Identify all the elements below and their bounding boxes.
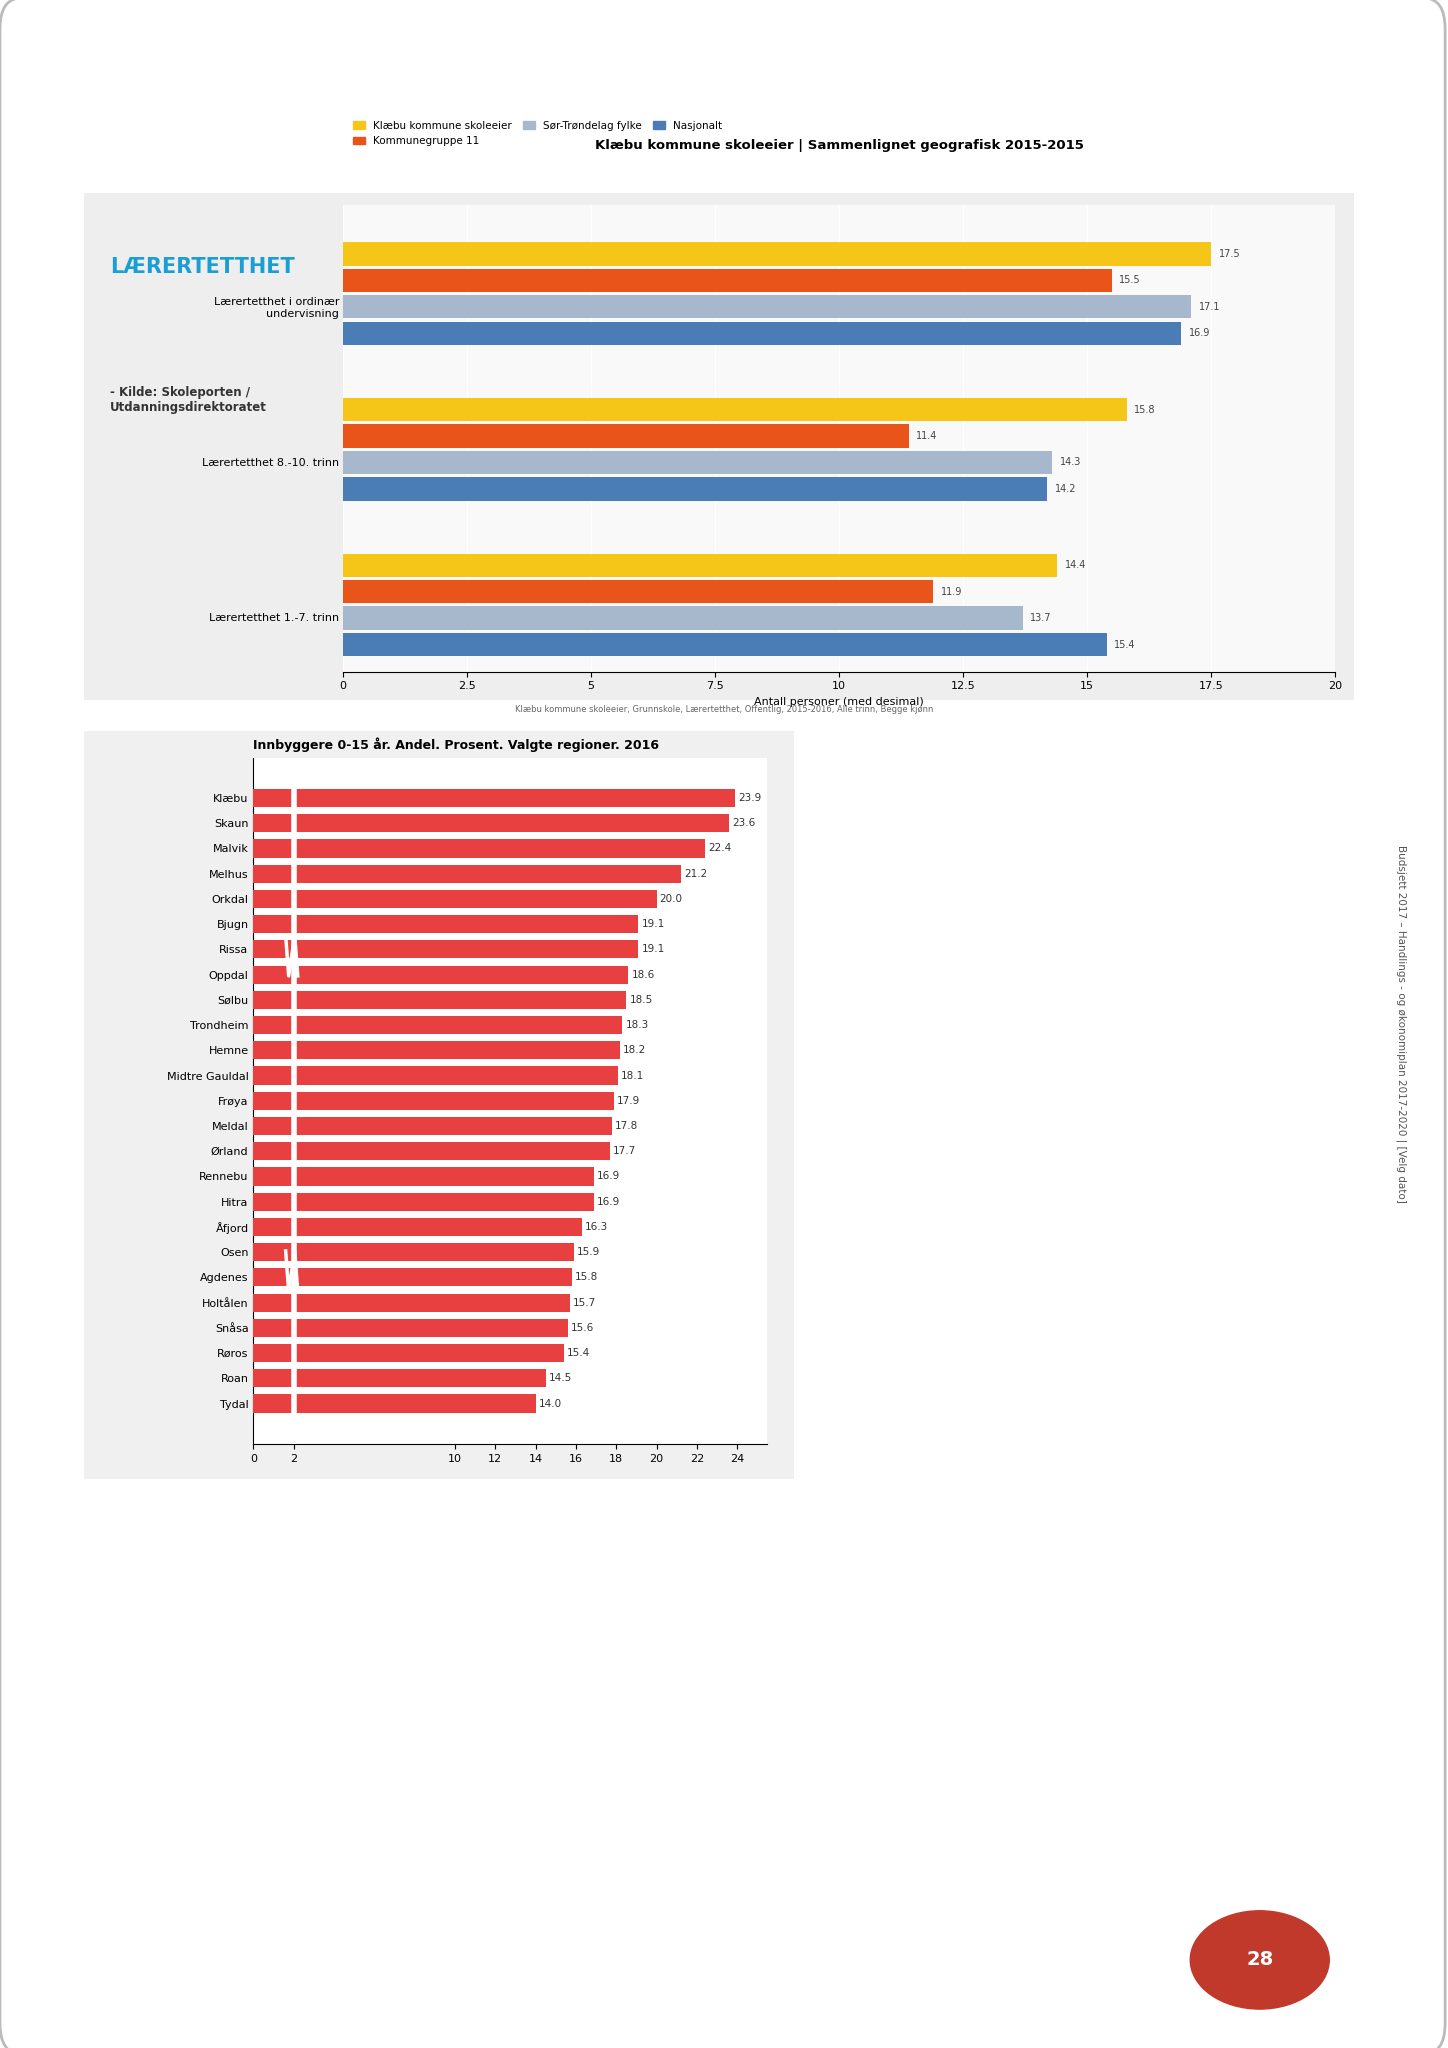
Text: •  KLÆBU MER EFFEKTIVE IFHT.
TIMER OG RESULTATER
SAMMENHOLDT MED RESSURSER: • KLÆBU MER EFFEKTIVE IFHT. TIMER OG RES… bbox=[850, 1683, 1057, 1718]
Bar bbox=[253, 965, 628, 983]
Bar bbox=[343, 295, 1192, 317]
Text: 11.4: 11.4 bbox=[917, 430, 937, 440]
Bar bbox=[253, 891, 656, 907]
Bar bbox=[253, 915, 639, 934]
Text: 14.0: 14.0 bbox=[539, 1399, 562, 1409]
Text: 17.5: 17.5 bbox=[1219, 250, 1239, 258]
Bar bbox=[253, 1040, 620, 1059]
Text: 16.3: 16.3 bbox=[585, 1223, 608, 1233]
Bar bbox=[253, 1092, 614, 1110]
Text: 23.6: 23.6 bbox=[733, 819, 756, 827]
Text: 18.6: 18.6 bbox=[631, 969, 654, 979]
Text: •  BARNEHAGE OG SKOLE KOSTER
MER FOR KLÆBU, MÅLT I % AV
INNTEKT, ENN KOMMUNEGRUP: • BARNEHAGE OG SKOLE KOSTER MER FOR KLÆB… bbox=[850, 842, 1060, 893]
Text: 17.8: 17.8 bbox=[615, 1120, 639, 1130]
Text: 18.3: 18.3 bbox=[626, 1020, 649, 1030]
Text: 17.7: 17.7 bbox=[613, 1147, 637, 1157]
Text: 23.9: 23.9 bbox=[738, 793, 762, 803]
Bar bbox=[343, 477, 1047, 500]
Bar bbox=[343, 633, 1106, 655]
Text: 15.4: 15.4 bbox=[1115, 639, 1135, 649]
Bar bbox=[253, 991, 627, 1010]
Text: 15.9: 15.9 bbox=[576, 1247, 599, 1257]
Bar bbox=[253, 1395, 536, 1413]
Text: 19.1: 19.1 bbox=[641, 944, 665, 954]
Text: - Kilde: Skoleporten /
Utdanningsdirektoratet: - Kilde: Skoleporten / Utdanningsdirekto… bbox=[110, 387, 266, 414]
Bar bbox=[253, 815, 730, 831]
Bar bbox=[343, 242, 1211, 266]
Bar bbox=[253, 788, 736, 807]
Text: 28: 28 bbox=[1247, 1950, 1273, 1970]
Bar bbox=[253, 840, 705, 858]
Bar bbox=[253, 864, 681, 883]
Bar bbox=[253, 1343, 563, 1362]
Bar bbox=[253, 1219, 582, 1237]
Text: 15.4: 15.4 bbox=[566, 1348, 591, 1358]
Bar bbox=[343, 322, 1182, 344]
X-axis label: Antall personer (med desimal): Antall personer (med desimal) bbox=[754, 696, 924, 707]
Bar bbox=[253, 1167, 594, 1186]
Bar bbox=[253, 940, 639, 958]
Text: 15.5: 15.5 bbox=[1119, 274, 1141, 285]
Text: 15.7: 15.7 bbox=[573, 1298, 597, 1307]
Text: •  ANDEL BARN I KLÆBU, 0 – 15ÅR, ER
SVÆRT HØY, HØYEST I FYLKET OG
6.PLASS I LAND: • ANDEL BARN I KLÆBU, 0 – 15ÅR, ER SVÆRT… bbox=[850, 1176, 1087, 1212]
Text: 16.9: 16.9 bbox=[597, 1171, 620, 1182]
Bar bbox=[253, 1268, 572, 1286]
Text: Budsjett 2017 – Handlings - og økonomiplan 2017-2020 | [Velg dato]: Budsjett 2017 – Handlings - og økonomipl… bbox=[1396, 846, 1407, 1202]
Bar bbox=[343, 397, 1127, 422]
Text: 18.5: 18.5 bbox=[630, 995, 653, 1006]
Text: 21.2: 21.2 bbox=[683, 868, 707, 879]
Bar bbox=[253, 1294, 571, 1311]
Bar bbox=[343, 606, 1022, 629]
Text: 17.1: 17.1 bbox=[1199, 301, 1221, 311]
Text: 14.2: 14.2 bbox=[1054, 483, 1076, 494]
Text: 14.5: 14.5 bbox=[549, 1374, 572, 1382]
Text: 11.9: 11.9 bbox=[941, 586, 961, 596]
Text: LÆRERTETTHET: LÆRERTETTHET bbox=[110, 256, 295, 276]
Bar bbox=[343, 451, 1053, 473]
Text: 17.9: 17.9 bbox=[617, 1096, 640, 1106]
Bar bbox=[343, 424, 908, 449]
Text: 13.7: 13.7 bbox=[1030, 612, 1051, 623]
Text: 20.0: 20.0 bbox=[660, 895, 682, 903]
Bar bbox=[343, 553, 1057, 578]
Text: Innbyggere 0-15 år. Andel. Prosent. Valgte regioner. 2016: Innbyggere 0-15 år. Andel. Prosent. Valg… bbox=[253, 737, 659, 752]
Text: 19.1: 19.1 bbox=[641, 920, 665, 930]
Bar bbox=[253, 1243, 573, 1262]
Text: •  ANSATTE TETTHET I BHG OG
SKOLE ER BETYDELIG LAVERE ENN
KOMMUNEGRUPPE OG TRDH.: • ANSATTE TETTHET I BHG OG SKOLE ER BETY… bbox=[850, 1430, 1063, 1464]
Bar bbox=[253, 1370, 546, 1386]
Text: 16.9: 16.9 bbox=[1189, 328, 1211, 338]
FancyBboxPatch shape bbox=[84, 731, 794, 1479]
Bar bbox=[253, 1319, 568, 1337]
FancyBboxPatch shape bbox=[84, 193, 1354, 700]
Bar bbox=[343, 580, 934, 604]
Legend: Klæbu kommune skoleeier, Kommunegruppe 11, Sør-Trøndelag fylke, Nasjonalt: Klæbu kommune skoleeier, Kommunegruppe 1… bbox=[349, 117, 727, 150]
Text: 14.4: 14.4 bbox=[1064, 561, 1086, 569]
Bar bbox=[253, 1116, 613, 1135]
Bar bbox=[253, 1143, 610, 1161]
Bar bbox=[253, 1067, 618, 1085]
Text: Klæbu kommune skoleeier, Grunnskole, Lærertetthet, Offentlig, 2015-2016, Alle tr: Klæbu kommune skoleeier, Grunnskole, Lær… bbox=[515, 705, 933, 713]
Text: 15.8: 15.8 bbox=[575, 1272, 598, 1282]
Text: 15.6: 15.6 bbox=[571, 1323, 594, 1333]
Bar bbox=[343, 268, 1112, 293]
Text: 16.9: 16.9 bbox=[597, 1196, 620, 1206]
Bar bbox=[253, 1016, 623, 1034]
Bar bbox=[253, 1192, 594, 1210]
Text: 18.2: 18.2 bbox=[623, 1044, 647, 1055]
Text: 15.8: 15.8 bbox=[1134, 406, 1156, 414]
Text: 18.1: 18.1 bbox=[621, 1071, 644, 1081]
Text: 22.4: 22.4 bbox=[708, 844, 731, 854]
Text: 14.3: 14.3 bbox=[1060, 457, 1082, 467]
Circle shape bbox=[1190, 1911, 1329, 2009]
Title: Klæbu kommune skoleeier | Sammenlignet geografisk 2015-2015: Klæbu kommune skoleeier | Sammenlignet g… bbox=[595, 139, 1083, 152]
